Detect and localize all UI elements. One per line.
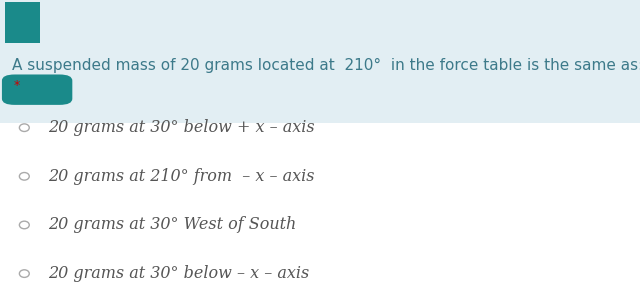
FancyBboxPatch shape	[0, 0, 640, 123]
FancyBboxPatch shape	[2, 74, 72, 105]
Text: 20 grams at 30° below – x – axis: 20 grams at 30° below – x – axis	[48, 265, 309, 282]
Text: A suspended mass of 20 grams located at  210°  in the force table is the same as: A suspended mass of 20 grams located at …	[12, 58, 640, 73]
Text: *: *	[14, 79, 20, 92]
Text: 20 grams at 30° below + x – axis: 20 grams at 30° below + x – axis	[48, 119, 315, 136]
Text: 20 grams at 210° from  – x – axis: 20 grams at 210° from – x – axis	[48, 168, 314, 185]
Text: 20 grams at 30° West of South: 20 grams at 30° West of South	[48, 216, 296, 233]
FancyBboxPatch shape	[5, 2, 40, 43]
